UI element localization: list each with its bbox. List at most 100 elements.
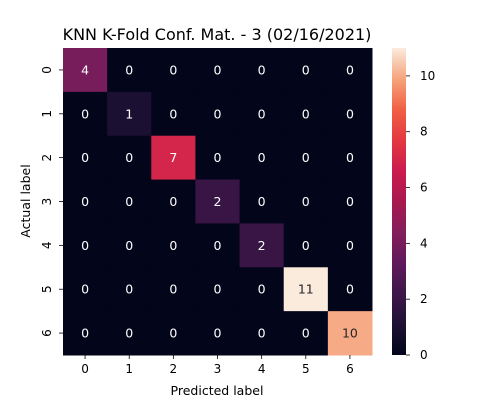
heatmap-cell <box>239 267 285 312</box>
cell-value-label: 0 <box>346 282 354 297</box>
cell-value-label: 2 <box>214 194 222 209</box>
x-tick-label: 1 <box>125 362 133 376</box>
heatmap-cell <box>151 223 196 268</box>
heatmap-cell <box>151 91 196 137</box>
heatmap-cell <box>327 267 373 312</box>
cell-value-label: 0 <box>258 282 266 297</box>
heatmap-cell <box>151 267 196 312</box>
colorbar-tick-label: 4 <box>420 236 428 250</box>
heatmap-cell <box>283 135 329 181</box>
cell-value-label: 0 <box>214 62 222 77</box>
cell-value-label: 0 <box>214 106 222 121</box>
x-tick-label: 0 <box>81 362 89 376</box>
cell-value-label: 0 <box>81 238 89 253</box>
cell-value-label: 0 <box>258 106 266 121</box>
cell-value-label: 7 <box>169 150 177 165</box>
cell-value-label: 0 <box>169 326 177 341</box>
cell-value-label: 0 <box>346 150 354 165</box>
cell-value-label: 0 <box>81 194 89 209</box>
cell-value-label: 0 <box>258 194 266 209</box>
cell-value-label: 0 <box>302 238 310 253</box>
colorbar-tick-label: 10 <box>420 69 435 83</box>
y-axis-ticks: 0 1 2 3 4 5 6 <box>40 66 63 337</box>
cell-value-label: 0 <box>346 62 354 77</box>
heatmap-cell <box>327 311 373 356</box>
y-axis-label: Actual label <box>18 164 33 237</box>
heatmap-cell <box>151 135 196 181</box>
heatmap-cell <box>195 48 241 93</box>
heatmap-cell <box>239 179 285 224</box>
cell-value-label: 0 <box>214 282 222 297</box>
heatmap-cell <box>63 179 108 224</box>
heatmap-cell <box>107 223 152 268</box>
x-tick-label: 3 <box>214 362 222 376</box>
heatmap-cell <box>63 223 108 268</box>
heatmap-cell-labels: 4 0 0 0 0 0 00 1 0 0 0 0 00 0 7 0 0 0 00 0 0 2 0 0 00 0 0 0 2 0 00 0 0 0 0… <box>81 62 358 340</box>
x-tick-label: 2 <box>170 362 178 376</box>
colorbar-tick-label: 0 <box>420 348 428 362</box>
heatmap-cell <box>327 135 373 181</box>
cell-value-label: 0 <box>258 150 266 165</box>
cell-value-label: 0 <box>302 106 310 121</box>
cell-value-label: 0 <box>169 106 177 121</box>
cell-value-label: 0 <box>302 326 310 341</box>
heatmap-cell <box>63 311 108 356</box>
cell-value-label: 0 <box>346 238 354 253</box>
x-tick-label: 5 <box>302 362 310 376</box>
cell-value-label: 2 <box>258 238 266 253</box>
cell-value-label: 0 <box>125 326 133 341</box>
y-tick-label: 3 <box>40 198 54 206</box>
heatmap-cell <box>107 91 152 137</box>
heatmap-cell <box>239 48 285 93</box>
cell-value-label: 0 <box>302 194 310 209</box>
x-tick-label: 6 <box>346 362 354 376</box>
cell-value-label: 0 <box>258 62 266 77</box>
colorbar-tick-label: 2 <box>420 292 428 306</box>
heatmap-cell <box>239 135 285 181</box>
cell-value-label: 0 <box>125 194 133 209</box>
cell-value-label: 0 <box>302 150 310 165</box>
cell-value-label: 0 <box>169 282 177 297</box>
cell-value-label: 0 <box>81 106 89 121</box>
y-tick-label: 0 <box>40 66 54 74</box>
cell-value-label: 0 <box>214 238 222 253</box>
heatmap-cell <box>151 48 196 93</box>
heatmap-cell <box>107 135 152 181</box>
cell-value-label: 0 <box>169 238 177 253</box>
cell-value-label: 0 <box>169 194 177 209</box>
heatmap-cell <box>107 179 152 224</box>
heatmap-cell <box>283 91 329 137</box>
heatmap-cell <box>63 135 108 181</box>
x-axis-ticks: 0 1 2 3 4 5 6 <box>81 355 354 376</box>
heatmap-cell <box>327 91 373 137</box>
heatmap-cell <box>63 267 108 312</box>
cell-value-label: 10 <box>342 326 358 341</box>
heatmap-cell <box>239 223 285 268</box>
cell-value-label: 0 <box>81 282 89 297</box>
colorbar-ticks: 0 2 4 6 8 10 <box>406 69 435 362</box>
heatmap-cells <box>63 48 373 356</box>
cell-value-label: 0 <box>81 150 89 165</box>
heatmap-cell <box>195 223 241 268</box>
heatmap-cell <box>107 311 152 356</box>
heatmap-cell <box>239 311 285 356</box>
cell-value-label: 4 <box>81 62 89 77</box>
heatmap-cell <box>283 48 329 93</box>
x-tick-label: 4 <box>258 362 266 376</box>
cell-value-label: 0 <box>81 326 89 341</box>
heatmap-cell <box>107 48 152 93</box>
cell-value-label: 0 <box>214 326 222 341</box>
heatmap-cell <box>107 267 152 312</box>
colorbar-tick-label: 8 <box>420 125 428 139</box>
heatmap-cell <box>195 311 241 356</box>
y-tick-label: 1 <box>40 110 54 118</box>
heatmap-cell <box>151 179 196 224</box>
colorbar <box>392 48 406 355</box>
heatmap-cell <box>283 223 329 268</box>
heatmap-cell <box>239 91 285 137</box>
chart-title: KNN K-Fold Conf. Mat. - 3 (02/16/2021) <box>63 25 372 44</box>
cell-value-label: 0 <box>125 282 133 297</box>
heatmap-cell <box>327 179 373 224</box>
x-axis-label: Predicted label <box>171 383 264 398</box>
